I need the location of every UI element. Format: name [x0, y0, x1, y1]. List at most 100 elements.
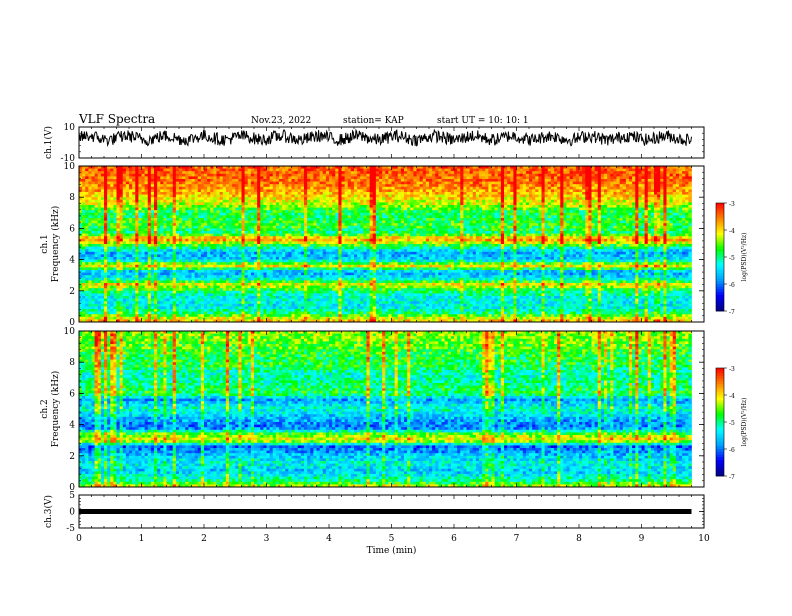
- spectrogram-cell: [204, 176, 208, 180]
- spectrogram-cell: [575, 225, 580, 229]
- spectrogram-cell: [669, 202, 674, 206]
- spectrogram-cell: [382, 168, 386, 172]
- spectrogram-cell: [257, 194, 261, 198]
- spectrogram-cell: [538, 207, 542, 211]
- spectrogram-cell: [216, 202, 220, 206]
- spectrogram-cell: [119, 184, 124, 188]
- spectrogram-cell: [254, 215, 258, 219]
- spectrogram-cell: [438, 184, 442, 188]
- spectrogram-cell: [513, 197, 517, 201]
- spectrogram-cell: [122, 173, 127, 177]
- spectrogram-cell: [525, 189, 530, 193]
- spectrogram-cell: [307, 168, 311, 172]
- spectrogram-cell: [519, 220, 524, 224]
- spectrogram-cell: [366, 223, 370, 227]
- spectrogram-cell: [357, 220, 361, 224]
- spectrogram-cell: [429, 225, 433, 229]
- spectrogram-cell: [466, 228, 470, 232]
- spectrogram-cell: [600, 210, 605, 214]
- spectrogram-cell: [469, 194, 474, 198]
- spectrogram-cell: [519, 179, 524, 182]
- spectrogram-cell: [388, 189, 392, 193]
- spectrogram-cell: [422, 171, 427, 175]
- spectrogram-cell: [638, 184, 642, 188]
- spectrogram-cell: [138, 168, 142, 172]
- spectrogram-cell: [457, 207, 461, 211]
- spectrogram-cell: [300, 199, 305, 203]
- spectrogram-cell: [91, 218, 95, 221]
- spectrogram-cell: [579, 199, 583, 203]
- spectrogram-cell: [341, 171, 345, 175]
- spectrogram-cell: [519, 210, 524, 214]
- spectrogram-cell: [450, 215, 455, 219]
- spectrogram-cell: [507, 192, 511, 195]
- spectrogram-cell: [429, 189, 433, 193]
- spectrogram-cell: [535, 210, 539, 214]
- spectrogram-cell: [660, 171, 664, 175]
- spectrogram-cell: [385, 202, 389, 206]
- spectrogram-cell: [141, 197, 145, 201]
- spectrogram-cell: [97, 212, 102, 216]
- spectrogram-cell: [222, 197, 227, 201]
- spectrogram-cell: [244, 205, 249, 208]
- spectrogram-cell: [269, 225, 274, 229]
- spectrogram-cell: [175, 207, 180, 211]
- spectrogram-cell: [91, 168, 95, 172]
- spectrogram-cell: [260, 179, 264, 182]
- spectrogram-cell: [619, 192, 624, 195]
- spectrogram-cell: [344, 197, 349, 201]
- spectrogram-cell: [416, 197, 420, 201]
- spectrogram-cell: [207, 192, 211, 195]
- spectrogram-cell: [319, 166, 324, 169]
- spectrogram-cell: [147, 184, 152, 188]
- spectrogram-cell: [104, 171, 108, 175]
- spectrogram-cell: [172, 220, 177, 224]
- spectrogram-cell: [585, 166, 589, 169]
- spectrogram-cell: [250, 228, 255, 232]
- spectrogram-cell: [107, 207, 111, 211]
- spectrogram-cell: [650, 218, 655, 221]
- spectrogram-cell: [604, 189, 608, 193]
- spectrogram-cell: [266, 176, 270, 180]
- spectrogram-cell: [538, 215, 542, 219]
- spectrogram-cell: [275, 228, 280, 232]
- spectrogram-cell: [379, 218, 383, 221]
- spectrogram-cell: [316, 171, 320, 175]
- spectrogram-cell: [335, 223, 339, 227]
- spectrogram-cell: [400, 210, 405, 214]
- spectrogram-cell: [582, 176, 586, 180]
- spectrogram-cell: [494, 212, 499, 216]
- spectrogram-cell: [338, 181, 342, 185]
- spectrogram-cell: [382, 186, 386, 190]
- spectrogram-cell: [391, 199, 395, 203]
- spectrogram-cell: [557, 207, 561, 211]
- spectrogram-cell: [582, 168, 586, 172]
- spectrogram-cell: [147, 215, 152, 219]
- spectrogram-cell: [457, 184, 461, 188]
- spectrogram-cell: [382, 199, 386, 203]
- spectrogram-cell: [497, 171, 502, 175]
- spectrogram-cell: [88, 168, 92, 172]
- spectrogram-cell: [241, 181, 245, 185]
- spectrogram-cell: [350, 207, 355, 211]
- spectrogram-cell: [247, 223, 252, 227]
- spectrogram-cell: [638, 228, 642, 232]
- spectrogram-cell: [400, 220, 405, 224]
- spectrogram-cell: [629, 218, 633, 221]
- spectrogram-cell: [294, 192, 299, 195]
- spectrogram-cell: [275, 192, 280, 195]
- spectrogram-cell: [482, 176, 486, 180]
- spectrogram-cell: [129, 184, 133, 188]
- spectrogram-cell: [469, 202, 474, 206]
- spectrogram-cell: [672, 179, 677, 182]
- spectrogram-cell: [113, 179, 117, 182]
- spectrogram-cell: [494, 176, 499, 180]
- spectrogram-cell: [379, 176, 383, 180]
- spectrogram-cell: [138, 176, 142, 180]
- spectrogram-cell: [275, 205, 280, 208]
- spectrogram-cell: [575, 199, 580, 203]
- spectrogram-cell: [572, 215, 577, 219]
- spectrogram-cell: [360, 225, 364, 229]
- spectrogram-cell: [560, 210, 564, 214]
- spectrogram-cell: [200, 231, 205, 234]
